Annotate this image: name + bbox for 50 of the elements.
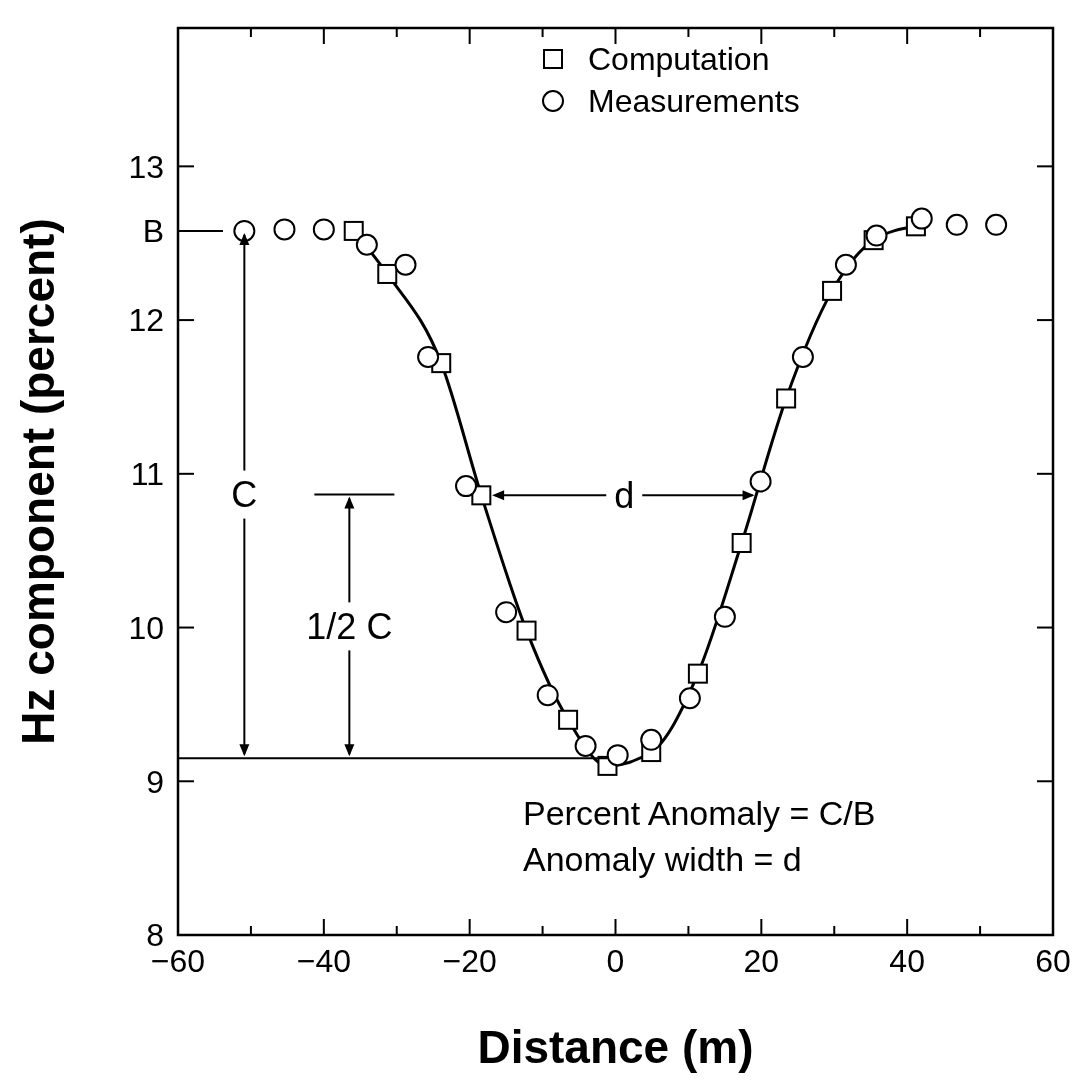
y-tick-label: 12 <box>128 302 164 339</box>
x-axis-title: Distance (m) <box>477 1021 754 1073</box>
point <box>834 253 857 276</box>
annotation: 1/2 C <box>306 605 393 647</box>
x-tick-label: −40 <box>296 942 351 979</box>
point <box>791 345 814 368</box>
point <box>455 475 478 498</box>
point <box>516 620 537 641</box>
legend-label: Computation <box>588 40 770 79</box>
y-tick-label: 13 <box>128 148 164 185</box>
point <box>343 220 364 241</box>
point <box>558 709 579 730</box>
annotation: Anomaly width = d <box>523 840 802 878</box>
point <box>945 213 968 236</box>
y-tick-label: B <box>142 213 164 250</box>
point <box>312 218 335 241</box>
y-axis-title: Hz component (percent) <box>12 218 65 745</box>
point <box>985 213 1008 236</box>
point <box>377 263 398 284</box>
point <box>640 728 663 751</box>
x-tick-label: −20 <box>442 942 497 979</box>
x-tick-label: 40 <box>889 942 925 979</box>
point <box>355 233 378 256</box>
legend-label: Measurements <box>588 82 800 121</box>
y-tick-label: 9 <box>146 763 164 800</box>
point <box>495 601 518 624</box>
annotation: d <box>614 474 635 516</box>
point <box>233 219 256 242</box>
point <box>394 253 417 276</box>
y-tick-label: 11 <box>130 456 164 493</box>
point <box>606 744 629 767</box>
point <box>731 532 752 553</box>
point <box>417 345 440 368</box>
point <box>574 734 597 757</box>
x-tick-label: 0 <box>606 942 625 979</box>
point <box>713 605 736 628</box>
point <box>536 684 559 707</box>
point <box>678 687 701 710</box>
x-tick-label: 20 <box>743 942 780 979</box>
x-tick-label: 60 <box>1035 942 1071 979</box>
annotation: Percent Anomaly = C/B <box>523 794 876 832</box>
annotation: C <box>231 474 258 516</box>
y-tick-label: 10 <box>128 609 164 646</box>
point <box>273 218 296 241</box>
point <box>776 388 797 409</box>
point <box>687 663 708 684</box>
point <box>749 470 772 493</box>
point <box>910 207 933 230</box>
point <box>865 224 888 247</box>
point <box>822 280 843 301</box>
